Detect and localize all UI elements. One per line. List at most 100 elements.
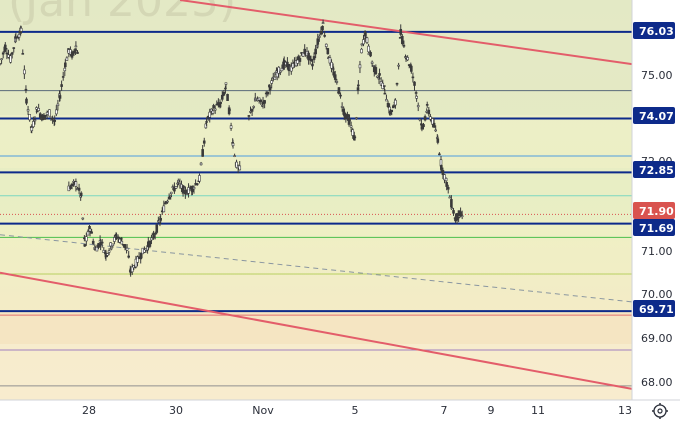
candle-body xyxy=(72,51,76,54)
candle-body xyxy=(431,118,434,125)
candle-body xyxy=(198,175,201,182)
candle-body xyxy=(450,207,454,210)
candle-body xyxy=(349,125,353,128)
x-tick-11: 11 xyxy=(531,404,545,417)
candle-body xyxy=(385,99,388,102)
candle-body xyxy=(301,52,305,57)
y-tick-69: 69.00 xyxy=(641,332,673,345)
candle-body xyxy=(222,91,226,96)
badge-69-71 xyxy=(633,300,675,317)
candle-body xyxy=(233,155,236,157)
candle-body xyxy=(266,91,270,95)
trend-line-upper[interactable] xyxy=(179,0,632,66)
candle-body xyxy=(83,244,87,247)
candle-body xyxy=(48,109,51,117)
candle-body xyxy=(418,118,422,121)
candle-body xyxy=(155,224,159,233)
candle-body xyxy=(448,196,452,199)
candle-body xyxy=(76,51,79,54)
candle-body xyxy=(367,45,370,53)
candle-body xyxy=(358,64,362,69)
candle-body xyxy=(95,246,99,252)
candle-body xyxy=(427,109,431,115)
candle-body xyxy=(296,59,299,64)
candle-body xyxy=(70,183,74,187)
candle-body xyxy=(323,35,326,37)
badge-74-07 xyxy=(633,107,675,124)
band-bottom xyxy=(0,344,632,400)
candle-body xyxy=(107,250,111,253)
candle-body xyxy=(238,165,242,171)
candle-body xyxy=(257,97,261,101)
candle-body xyxy=(378,73,381,76)
badge-74-07-label: 74.07 xyxy=(639,110,674,123)
candle-body xyxy=(374,67,378,75)
candle-body xyxy=(457,216,460,219)
x-tick-9: 9 xyxy=(488,404,495,417)
candle-body xyxy=(42,114,46,120)
y-tick-71: 71.00 xyxy=(641,245,673,258)
candle-body xyxy=(0,58,3,61)
candle-body xyxy=(12,47,16,49)
candle-body xyxy=(328,57,332,64)
trend-line-mid[interactable] xyxy=(0,234,632,303)
candle-body xyxy=(279,70,282,73)
price-axis[interactable] xyxy=(632,0,680,400)
candle-body xyxy=(33,119,37,122)
candle-body xyxy=(181,185,185,194)
candle-body xyxy=(3,44,7,50)
candle-body xyxy=(210,108,213,112)
candle-body xyxy=(351,129,355,136)
candle-body xyxy=(459,211,462,216)
gear-icon[interactable] xyxy=(652,403,668,419)
candle-body xyxy=(444,177,448,182)
candle-body xyxy=(125,247,129,251)
candle-body xyxy=(139,252,143,259)
candle-body xyxy=(270,80,273,84)
candle-body xyxy=(211,110,215,114)
candle-body xyxy=(438,153,441,156)
candle-body xyxy=(324,43,328,47)
candle-body xyxy=(280,67,284,72)
candle-body xyxy=(169,191,173,194)
badge-71-69 xyxy=(633,219,675,236)
badge-69-71-label: 69.71 xyxy=(639,303,674,316)
candle-body xyxy=(376,75,379,78)
candle-body xyxy=(127,255,130,258)
badge-last-price-label: 71.90 xyxy=(639,205,674,218)
badge-last-price xyxy=(633,202,675,219)
candle-body xyxy=(330,62,333,69)
candle-body xyxy=(460,215,464,218)
candle-body xyxy=(268,87,272,91)
candle-body xyxy=(342,111,346,116)
candle-body xyxy=(289,66,293,72)
candle-body xyxy=(360,48,363,54)
candle-body xyxy=(372,65,376,67)
candle-body xyxy=(153,233,157,235)
candle-body xyxy=(247,115,251,117)
y-tick-75: 75.00 xyxy=(641,69,673,82)
candle-body xyxy=(429,116,432,120)
candle-body xyxy=(0,63,2,65)
candle-body xyxy=(28,114,31,121)
candle-body xyxy=(152,234,155,239)
candle-body xyxy=(178,183,182,186)
candle-body xyxy=(212,105,215,109)
candle-body xyxy=(201,149,204,157)
candle-body xyxy=(291,63,295,69)
candle-body xyxy=(159,217,162,221)
candle-body xyxy=(445,181,448,187)
candle-body xyxy=(74,45,78,48)
trend-line-lower[interactable] xyxy=(0,271,632,390)
time-axis[interactable] xyxy=(0,400,632,425)
candle-body xyxy=(333,74,337,80)
candle-body xyxy=(321,22,325,24)
candle-body xyxy=(79,192,83,197)
candle-body xyxy=(388,110,392,115)
candle-body xyxy=(26,109,30,112)
candle-body xyxy=(277,66,281,74)
candle-body xyxy=(64,62,67,68)
candle-body xyxy=(432,122,436,128)
